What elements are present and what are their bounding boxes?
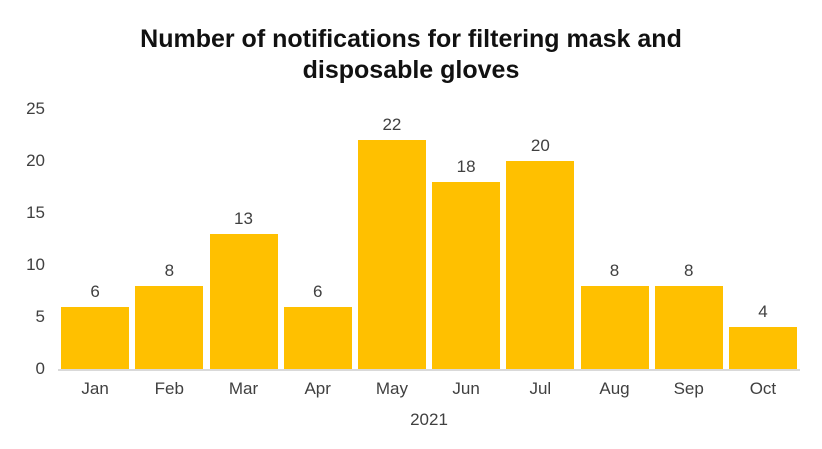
bar xyxy=(283,306,352,369)
bar xyxy=(580,285,649,369)
bar xyxy=(654,285,723,369)
bar-value-label: 22 xyxy=(382,115,402,135)
x-axis-title: 2021 xyxy=(410,410,448,429)
bar-group: 8 xyxy=(577,109,651,369)
x-axis: Jan Feb Mar Apr May Jun Jul Aug Sep Oct xyxy=(58,379,800,399)
y-tick-label: 10 xyxy=(26,255,45,274)
bar-value-label: 6 xyxy=(90,281,100,301)
bar xyxy=(357,140,426,369)
bar-value-label: 8 xyxy=(609,260,620,280)
bar xyxy=(61,306,130,369)
bar-group: 8 xyxy=(132,109,206,369)
x-tick-label: Mar xyxy=(228,379,259,398)
bar-value-label: 8 xyxy=(164,260,175,280)
bar-value-label: 13 xyxy=(234,208,253,228)
y-tick-label: 0 xyxy=(35,359,45,378)
y-tick-label: 5 xyxy=(35,307,45,326)
bar xyxy=(209,233,278,369)
bar-value-label: 6 xyxy=(312,281,323,301)
plot-area: 6 8 13 6 22 18 20 8 8 4 xyxy=(58,109,800,371)
chart-title-text: Number of notifications for filtering ma… xyxy=(140,25,682,84)
bar xyxy=(135,285,204,369)
bar-group: 13 xyxy=(206,109,280,369)
chart-title: Number of notifications for filtering ma… xyxy=(0,24,822,86)
x-tick-label: Jun xyxy=(452,379,480,398)
bar-group: 22 xyxy=(355,109,429,369)
x-tick-label: Sep xyxy=(673,379,704,398)
x-tick-label: Feb xyxy=(154,379,184,398)
bar-group: 8 xyxy=(652,109,726,369)
y-tick-label: 25 xyxy=(26,99,45,118)
bar-value-label: 8 xyxy=(683,260,694,280)
bar-group: 4 xyxy=(726,109,800,369)
y-axis: 0 5 10 15 20 25 xyxy=(0,99,45,378)
x-tick-label: Oct xyxy=(749,379,777,398)
x-tick-label: Jan xyxy=(81,379,109,398)
x-tick-label: May xyxy=(375,379,408,398)
bar xyxy=(432,181,501,369)
bar-group: 20 xyxy=(503,109,577,369)
bar-group: 18 xyxy=(429,109,503,369)
bar xyxy=(728,327,797,369)
bar-value-label: 18 xyxy=(456,156,476,176)
bar-value-label: 4 xyxy=(758,302,768,322)
y-tick-label: 15 xyxy=(26,203,45,222)
x-tick-label: Jul xyxy=(529,379,552,398)
bar xyxy=(506,161,575,369)
y-tick-label: 20 xyxy=(26,151,45,170)
x-tick-label: Aug xyxy=(599,379,630,398)
bar-value-label: 20 xyxy=(530,136,550,155)
x-tick-label: Apr xyxy=(304,379,331,398)
bar-group: 6 xyxy=(58,109,132,369)
bar-group: 6 xyxy=(281,109,355,369)
